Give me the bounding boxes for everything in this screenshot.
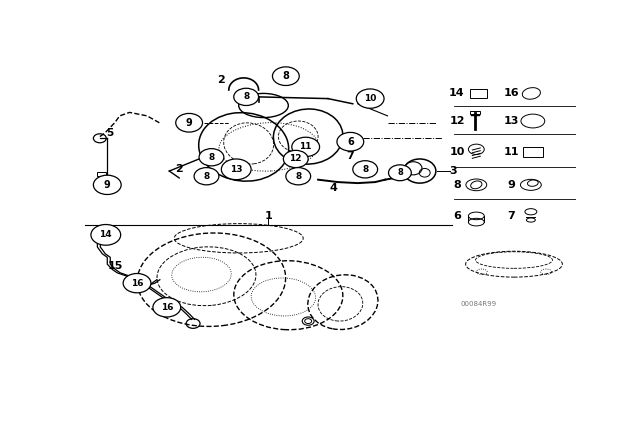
Circle shape bbox=[388, 165, 412, 181]
Circle shape bbox=[353, 161, 378, 178]
Circle shape bbox=[199, 149, 224, 166]
Text: 7: 7 bbox=[508, 211, 515, 221]
Circle shape bbox=[284, 151, 308, 168]
Text: 14: 14 bbox=[449, 88, 465, 99]
Circle shape bbox=[194, 168, 219, 185]
Text: 16: 16 bbox=[131, 279, 143, 288]
Text: 12: 12 bbox=[449, 116, 465, 126]
Text: 6: 6 bbox=[453, 211, 461, 221]
Text: 8: 8 bbox=[453, 180, 461, 190]
Text: 11: 11 bbox=[300, 142, 312, 151]
Text: 8: 8 bbox=[295, 172, 301, 181]
Circle shape bbox=[273, 67, 300, 86]
Bar bbox=[470, 111, 480, 115]
Text: 13: 13 bbox=[504, 116, 519, 126]
Text: 2: 2 bbox=[175, 164, 183, 174]
Text: 14: 14 bbox=[99, 230, 112, 239]
Circle shape bbox=[91, 224, 121, 245]
Text: 2: 2 bbox=[218, 75, 225, 85]
Text: 8: 8 bbox=[243, 92, 250, 101]
Bar bbox=[523, 147, 543, 157]
Circle shape bbox=[292, 137, 319, 156]
Text: 6: 6 bbox=[347, 137, 354, 147]
Text: 5: 5 bbox=[106, 128, 113, 138]
Text: 8: 8 bbox=[204, 172, 210, 181]
Text: 10: 10 bbox=[364, 94, 376, 103]
Text: 12: 12 bbox=[289, 155, 302, 164]
Circle shape bbox=[123, 273, 151, 293]
Text: 1: 1 bbox=[264, 211, 273, 221]
Text: 15: 15 bbox=[108, 261, 124, 271]
Text: 8: 8 bbox=[208, 153, 214, 162]
Circle shape bbox=[356, 89, 384, 108]
Text: 00084R99: 00084R99 bbox=[461, 301, 497, 307]
Circle shape bbox=[286, 168, 310, 185]
Text: 3: 3 bbox=[449, 166, 457, 176]
Text: 16: 16 bbox=[161, 303, 173, 312]
Text: 9: 9 bbox=[508, 180, 515, 190]
Circle shape bbox=[176, 113, 202, 132]
Circle shape bbox=[93, 175, 121, 194]
Bar bbox=[97, 172, 106, 176]
Circle shape bbox=[234, 88, 259, 106]
Text: 7: 7 bbox=[346, 151, 354, 160]
Text: 9: 9 bbox=[186, 118, 193, 128]
Circle shape bbox=[221, 159, 251, 180]
Bar bbox=[470, 89, 487, 98]
Text: 8: 8 bbox=[397, 168, 403, 177]
Text: 16: 16 bbox=[504, 88, 519, 99]
Text: 8: 8 bbox=[362, 165, 369, 174]
Circle shape bbox=[153, 297, 180, 317]
Text: 8: 8 bbox=[282, 71, 289, 81]
Text: 10: 10 bbox=[449, 147, 465, 157]
Text: 4: 4 bbox=[329, 183, 337, 193]
Text: 13: 13 bbox=[230, 165, 243, 174]
Text: 9: 9 bbox=[104, 180, 111, 190]
Text: 11: 11 bbox=[504, 147, 519, 157]
Circle shape bbox=[337, 133, 364, 151]
